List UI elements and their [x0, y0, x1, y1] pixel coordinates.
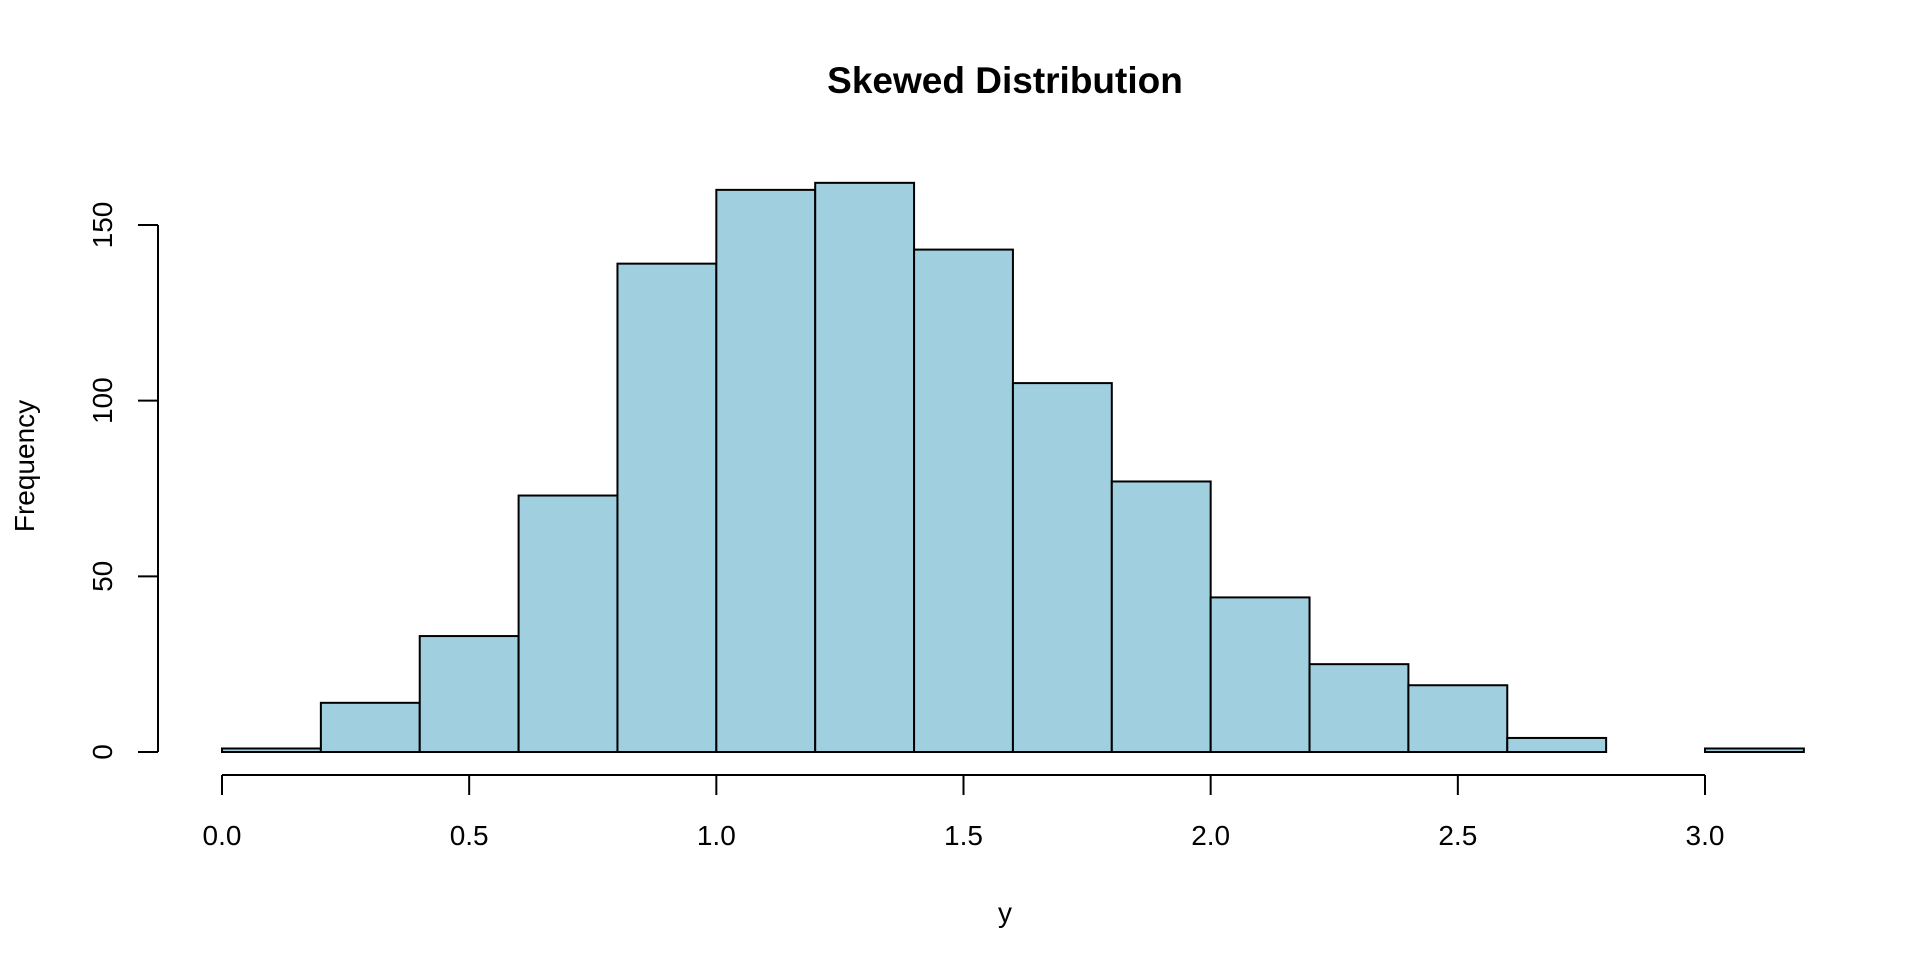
x-tick-label-1: 0.5 — [450, 820, 489, 851]
y-tick-label-2: 100 — [87, 377, 118, 424]
x-tick-label-3: 1.5 — [944, 820, 983, 851]
y-tick-label-3: 150 — [87, 202, 118, 249]
x-tick-label-5: 2.5 — [1438, 820, 1477, 851]
histogram-bar-15 — [1704, 747, 1805, 754]
x-tick-label-2: 1.0 — [697, 820, 736, 851]
histogram-bar-8 — [1011, 382, 1113, 753]
y-axis: 0 50 100 150 — [87, 202, 159, 760]
x-axis-label: y — [998, 897, 1012, 928]
histogram-bar-4 — [616, 262, 718, 753]
histogram-bar-12 — [1407, 684, 1509, 753]
x-tick-label-4: 2.0 — [1191, 820, 1230, 851]
bars-group — [221, 181, 1805, 754]
histogram-bar-0 — [221, 747, 322, 754]
y-axis-label: Frequency — [9, 400, 40, 532]
histogram-bar-6 — [814, 181, 916, 753]
chart-title: Skewed Distribution — [827, 60, 1183, 101]
histogram-bar-13 — [1506, 736, 1608, 753]
histogram-bar-10 — [1209, 596, 1311, 753]
histogram-bar-5 — [715, 188, 817, 754]
histogram-bar-7 — [913, 248, 1014, 754]
x-axis: 0.0 0.5 1.0 1.5 2.0 2.5 3.0 — [203, 774, 1725, 851]
x-tick-label-0: 0.0 — [203, 820, 242, 851]
histogram-bar-9 — [1110, 480, 1212, 753]
histogram-bar-11 — [1308, 663, 1410, 754]
x-tick-label-6: 3.0 — [1686, 820, 1725, 851]
histogram-bar-2 — [418, 635, 520, 753]
y-tick-label-0: 0 — [87, 744, 118, 760]
y-tick-label-1: 50 — [87, 561, 118, 592]
histogram-bar-1 — [319, 701, 421, 754]
histogram-bar-3 — [517, 494, 619, 753]
